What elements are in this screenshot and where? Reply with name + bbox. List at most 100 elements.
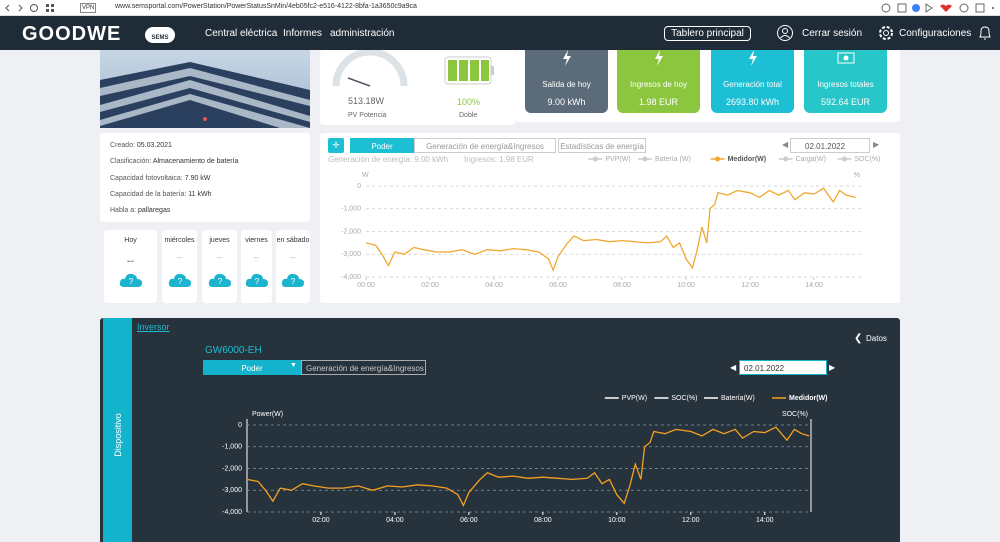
weather-value: -- bbox=[290, 255, 296, 262]
legend-dot bbox=[592, 156, 598, 162]
weather-icon-text: ? bbox=[177, 277, 182, 286]
logo-badge: SEMS bbox=[145, 27, 175, 43]
power-card: 513.18W PV Potencia 100% Doble bbox=[320, 50, 515, 125]
user-icon bbox=[777, 25, 793, 41]
side-tab-label: Dispositivo bbox=[113, 413, 123, 457]
legend-label: SOC(%) bbox=[671, 395, 697, 402]
station-info: Creado: 05.03.2021 Clasificación: Almace… bbox=[100, 133, 310, 222]
side-tab[interactable] bbox=[103, 318, 132, 542]
nav-item[interactable]: Informes bbox=[283, 28, 322, 39]
x-tick-label: 14:00 bbox=[805, 282, 823, 289]
settings[interactable]: Configuraciones bbox=[899, 28, 972, 39]
info-label: Creado: bbox=[110, 142, 135, 149]
browser-nav-icons bbox=[5, 4, 54, 12]
kpi-card: Salida de hoy 9.00 kWh bbox=[525, 50, 608, 113]
url[interactable]: www.semsportal.com/PowerStation/PowerSta… bbox=[115, 3, 417, 10]
kpi-icon bbox=[655, 50, 663, 66]
x-tick-label: 14:00 bbox=[756, 517, 774, 524]
expand-button[interactable]: ✛ bbox=[328, 138, 344, 153]
top-nav: GOODWE SEMS Central eléctrica Informes a… bbox=[0, 16, 1000, 50]
kpi-value: 2693.80 kWh bbox=[725, 97, 780, 107]
weather-day: miércoles -- ? bbox=[162, 230, 197, 303]
weather-icon: ? bbox=[168, 273, 191, 287]
legend-dot bbox=[841, 156, 847, 162]
logout[interactable]: Cerrar sesión bbox=[802, 28, 863, 39]
tab[interactable]: Generación de energía&Ingresos bbox=[414, 138, 556, 153]
weather-value: -- bbox=[254, 255, 259, 262]
info-value: 7.90 kW bbox=[184, 175, 211, 182]
weather-value: -- bbox=[177, 255, 182, 262]
nav-item[interactable]: administración bbox=[330, 28, 395, 39]
kpi-value: 9.00 kWh bbox=[547, 97, 586, 107]
y-tick-label: -4,000 bbox=[222, 509, 242, 516]
date-next[interactable]: ▶ bbox=[829, 363, 836, 372]
tab[interactable]: Estadísticas de energía bbox=[558, 138, 646, 153]
weather-day: en sábado -- ? bbox=[276, 230, 310, 303]
gear-icon bbox=[879, 26, 893, 40]
weather-value: -- bbox=[126, 255, 135, 267]
back-link[interactable]: Datos bbox=[866, 334, 887, 343]
x-tick-label: 02:00 bbox=[421, 282, 439, 289]
dropdown-arrow[interactable]: ▼ bbox=[290, 362, 297, 369]
nav-item[interactable]: Central eléctrica bbox=[205, 28, 278, 39]
date-next[interactable]: ▶ bbox=[873, 140, 880, 149]
kpi-icon bbox=[837, 52, 855, 64]
legend-dot bbox=[715, 156, 721, 162]
back-chevron[interactable]: ❮ bbox=[854, 333, 863, 344]
kpi-title: Ingresos de hoy bbox=[630, 80, 687, 89]
bell-icon[interactable] bbox=[977, 24, 993, 42]
date-prev[interactable]: ◀ bbox=[782, 140, 789, 149]
pv-power: 513.18W bbox=[348, 96, 385, 106]
y2-axis-label: SOC(%) bbox=[782, 411, 808, 418]
x-tick-label: 10:00 bbox=[608, 517, 626, 524]
kpi-card: Generación total 2693.80 kWh bbox=[711, 50, 794, 113]
info-value: 05.03.2021 bbox=[136, 142, 172, 149]
weather-day: jueves -- ? bbox=[202, 230, 237, 303]
info-label: Capacidad de la batería: bbox=[110, 191, 187, 198]
y-tick-label: -2,000 bbox=[341, 228, 361, 235]
x-tick-label: 08:00 bbox=[613, 282, 631, 289]
kpi-panel: Salida de hoy 9.00 kWh Ingresos de hoy 1.9… bbox=[515, 50, 900, 122]
x-tick-label: 12:00 bbox=[741, 282, 759, 289]
y-tick-label: 0 bbox=[238, 422, 242, 429]
tab-active[interactable]: Poder bbox=[203, 360, 301, 375]
x-tick-label: 10:00 bbox=[677, 282, 695, 289]
date-prev[interactable]: ◀ bbox=[730, 363, 737, 372]
weather-day-label: en sábado bbox=[276, 237, 310, 244]
x-tick-label: 04:00 bbox=[386, 517, 404, 524]
x-tick-label: 06:00 bbox=[549, 282, 567, 289]
tab[interactable]: Generación de energía&Ingresos bbox=[301, 360, 426, 375]
model: GW6000-EH bbox=[205, 345, 262, 356]
y-tick-label: -3,000 bbox=[341, 251, 361, 258]
legend-label: Medidor(W) bbox=[789, 395, 828, 402]
summary: Ingresos: 1.98 EUR bbox=[464, 155, 534, 164]
station-photo bbox=[100, 50, 310, 128]
x-tick-label: 04:00 bbox=[485, 282, 503, 289]
logo[interactable]: GOODWE bbox=[22, 23, 122, 45]
kpi-value: 592.64 EUR bbox=[820, 97, 871, 107]
x-tick-label: 08:00 bbox=[534, 517, 552, 524]
date-picker[interactable]: 02.01.2022 bbox=[739, 360, 827, 375]
weather-icon-text: ? bbox=[254, 277, 259, 286]
y-tick-label: -3,000 bbox=[222, 487, 242, 494]
info-label: Clasificación: bbox=[110, 158, 152, 165]
weather-day-label: miércoles bbox=[164, 237, 195, 244]
weather-day-label: viernes bbox=[245, 237, 268, 244]
energy-card: ✛ Poder Generación de energía&Ingresos E… bbox=[320, 133, 900, 303]
breadcrumb[interactable]: Inversor bbox=[137, 322, 170, 332]
device-panel: Dispositivo Inversor ❮ Datos GW6000-EH P… bbox=[100, 318, 900, 542]
dashboard-button[interactable]: Tablero principal bbox=[664, 26, 751, 41]
info-row: Capacidad de la batería: 11 kWh bbox=[110, 191, 211, 198]
info-value: Almacenamiento de batería bbox=[152, 158, 239, 165]
date-picker[interactable]: 02.01.2022 bbox=[790, 138, 870, 153]
y-tick-label: -1,000 bbox=[341, 206, 361, 213]
info-label: Capacidad fotovoltaica: bbox=[110, 175, 183, 182]
legend-label: Batería(W) bbox=[721, 395, 755, 402]
weather-day: viernes -- ? bbox=[241, 230, 272, 303]
weather-day-label: jueves bbox=[209, 237, 230, 244]
y-axis-label: Power(W) bbox=[252, 411, 283, 418]
weather-icon: ? bbox=[208, 273, 231, 287]
vpn-badge[interactable]: VPN bbox=[80, 3, 97, 13]
legend-label: Medidor(W) bbox=[728, 156, 767, 163]
tab-active[interactable]: Poder bbox=[350, 138, 414, 153]
